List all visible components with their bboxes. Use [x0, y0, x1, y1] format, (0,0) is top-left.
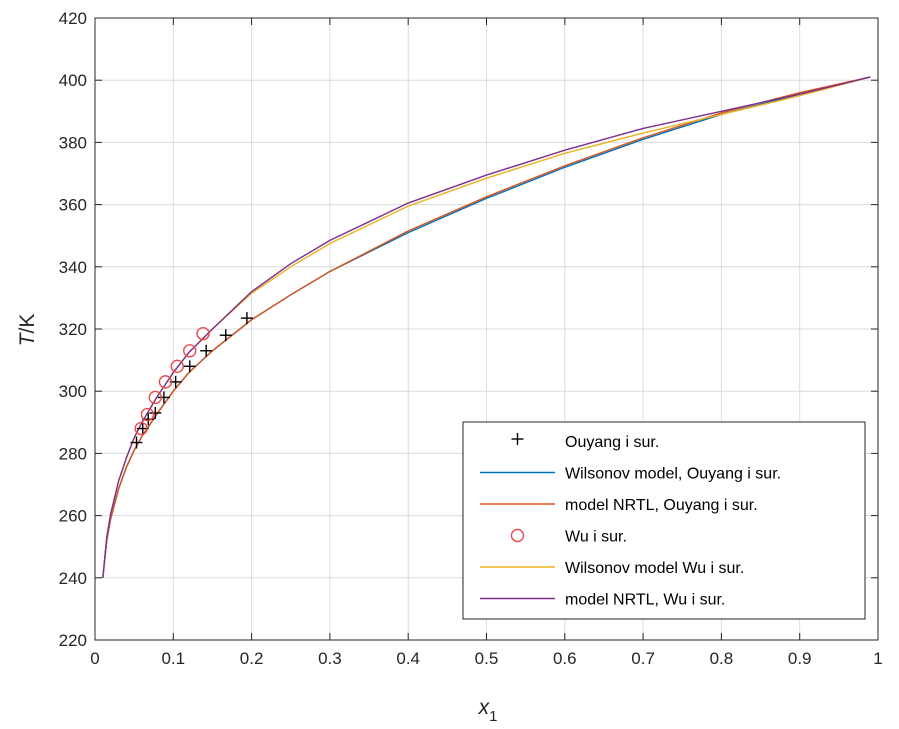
y-tick-label: 240: [59, 569, 87, 588]
data-point-wu: [140, 407, 155, 422]
legend-label: Wu i sur.: [565, 529, 627, 546]
data-point-ouyang: [200, 344, 213, 357]
x-tick-label: 0.6: [553, 649, 577, 668]
series-lines: [102, 76, 871, 578]
y-tick-label: 340: [59, 258, 87, 277]
x-tick-label: 0.1: [161, 649, 185, 668]
data-point-ouyang: [240, 312, 253, 325]
data-point-ouyang: [130, 436, 143, 449]
tick-labels: 0 0.1 0.2 0.3 0.4 0.5 0.6 0.7 0.8 0.9 1 220 240 260 28…: [59, 9, 883, 668]
data-point-ouyang: [157, 391, 170, 404]
y-tick-label: 220: [59, 631, 87, 650]
y-axis-label-unit: /K: [16, 314, 39, 334]
series-line-5: [102, 76, 871, 578]
legend-entry: model NRTL, Wu i sur.: [480, 592, 725, 609]
legend-label: model NRTL, Wu i sur.: [565, 592, 725, 609]
legend-label: Ouyang i sur.: [565, 434, 659, 451]
y-tick-label: 380: [59, 133, 87, 152]
x-tick-label: 0.4: [396, 649, 420, 668]
x-tick-label: 0.3: [318, 649, 342, 668]
legend-circle-marker: [510, 528, 525, 543]
data-point-wu: [183, 344, 197, 358]
legend-label: Wilsonov model Wu i sur.: [565, 560, 744, 577]
legend-entry: Wilsonov model Wu i sur.: [480, 560, 744, 577]
y-tick-label: 280: [59, 444, 87, 463]
legend-box: [462, 421, 866, 620]
x-tick-label: 0.9: [788, 649, 812, 668]
y-tick-label: 300: [59, 382, 87, 401]
legend-entry: Wu i sur.: [510, 528, 627, 546]
data-point-wu: [170, 359, 184, 374]
series-line-2: [102, 76, 871, 578]
legend-entry: Wilsonov model, Ouyang i sur.: [480, 466, 781, 483]
x-axis-label-main: x: [478, 696, 491, 719]
data-point-ouyang: [219, 329, 232, 342]
y-tick-label: 260: [59, 507, 87, 526]
data-point-wu: [134, 421, 148, 436]
y-tick-label: 420: [59, 9, 87, 28]
legend-label: model NRTL, Ouyang i sur.: [565, 497, 758, 514]
y-axis-label-main: T: [16, 331, 39, 346]
x-tick-label: 1: [873, 649, 882, 668]
data-point-ouyang: [183, 360, 196, 373]
y-tick-label: 400: [59, 71, 87, 90]
x-tick-label: 0.5: [475, 649, 499, 668]
legend-entry: Ouyang i sur.: [511, 433, 659, 451]
legend-entry: model NRTL, Ouyang i sur.: [480, 497, 758, 514]
data-point-wu: [148, 390, 162, 405]
x-axis-label: x1: [478, 696, 498, 725]
y-tick-label: 360: [59, 196, 87, 215]
legend-label: Wilsonov model, Ouyang i sur.: [565, 466, 781, 483]
x-tick-label: 0.8: [710, 649, 734, 668]
y-axis-label: T/K: [16, 314, 39, 347]
x-axis-label-subscript: 1: [489, 708, 497, 725]
series-markers: [130, 312, 253, 449]
legend: Ouyang i sur. Wilsonov model, Ouyang i su…: [462, 421, 866, 620]
x-tick-label: 0.7: [631, 649, 655, 668]
tick-marks: [94, 17, 879, 641]
data-point-wu: [196, 326, 210, 341]
data-point-ouyang: [149, 406, 162, 419]
x-tick-label: 0: [90, 649, 99, 668]
y-tick-label: 320: [59, 320, 87, 339]
legend-plus-marker: [511, 433, 524, 445]
data-point-wu: [158, 375, 173, 389]
x-tick-label: 0.2: [240, 649, 264, 668]
